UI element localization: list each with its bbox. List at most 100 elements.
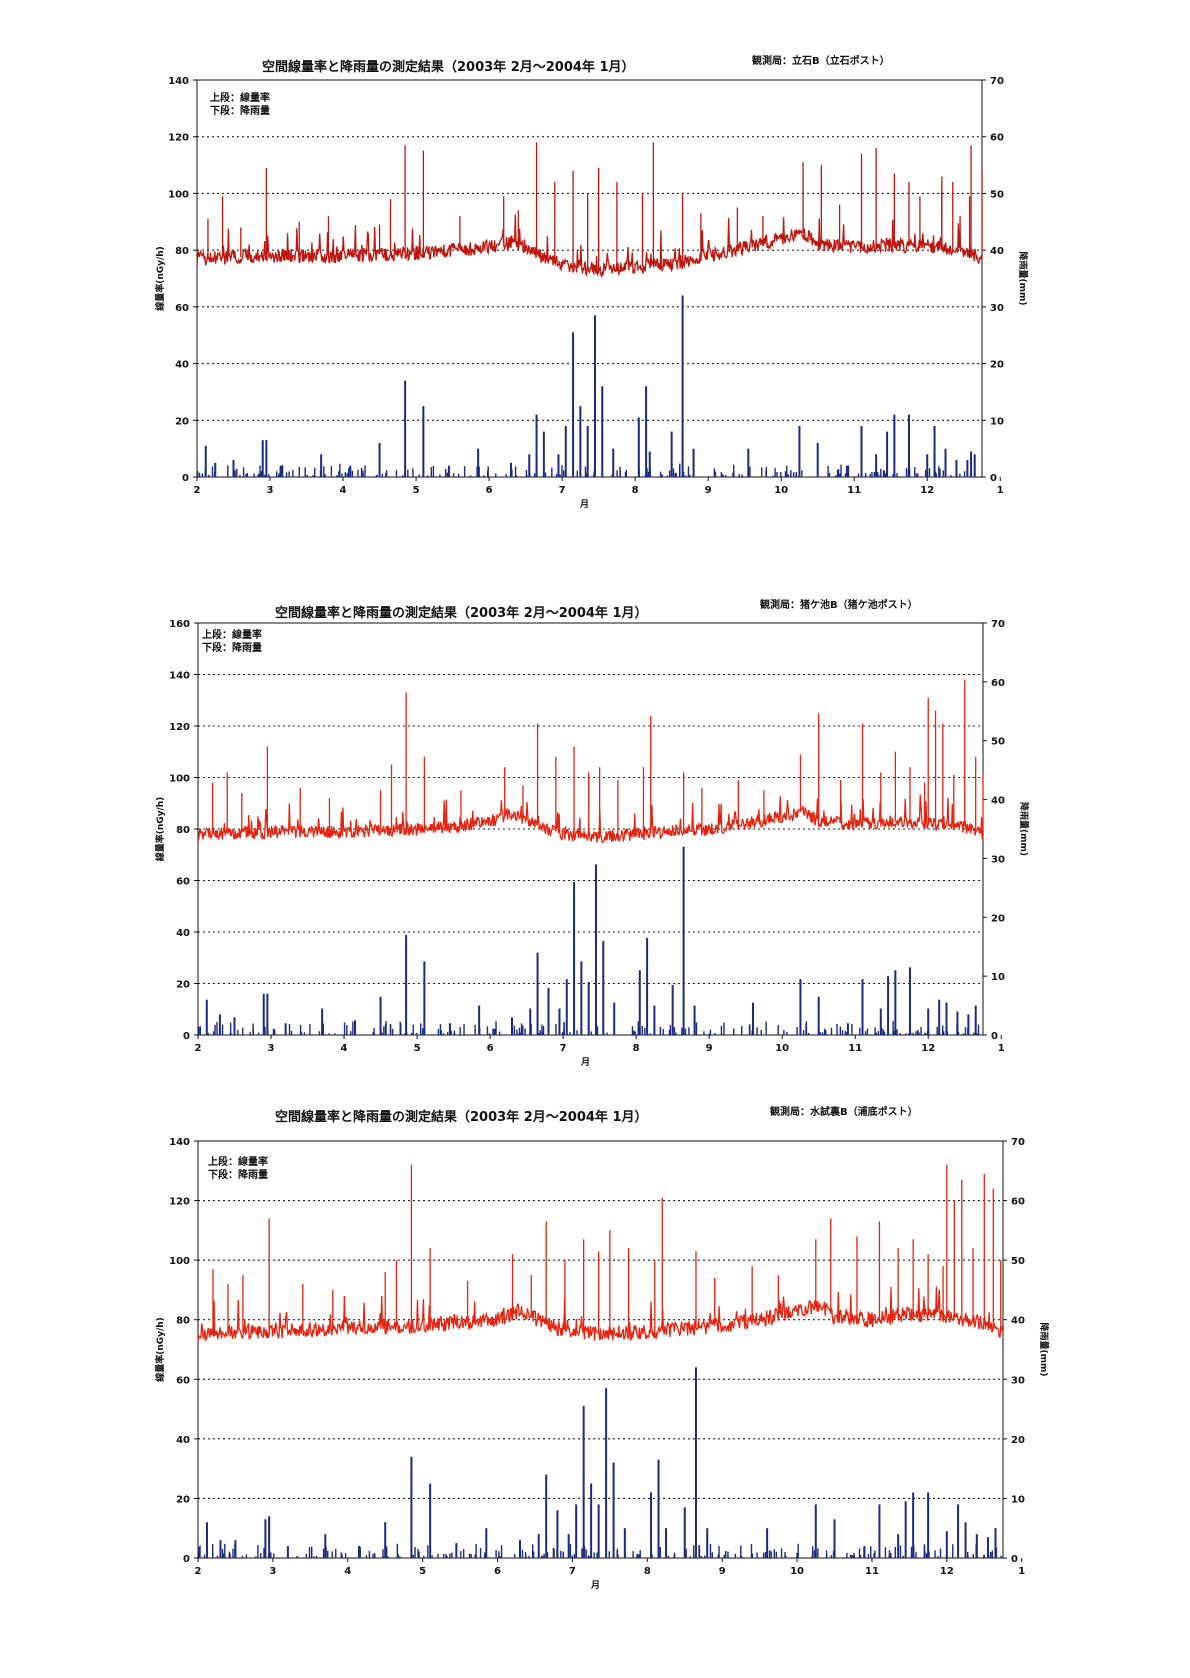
y-right-axis-label: 降雨量(mm) xyxy=(1018,802,1030,856)
x-tick-label: 8 xyxy=(633,1043,640,1054)
x-tick-label: 7 xyxy=(559,485,566,496)
y-left-tick-label: 100 xyxy=(169,774,190,785)
x-tick-label: 9 xyxy=(706,1043,713,1054)
x-tick-label: 6 xyxy=(494,1566,501,1577)
y-right-tick-label: 50 xyxy=(990,189,1004,200)
x-tick-label: 4 xyxy=(341,1043,348,1054)
y-left-tick-label: 140 xyxy=(168,76,189,87)
y-right-tick-label: 50 xyxy=(1011,1256,1025,1267)
y-left-tick-label: 60 xyxy=(176,877,190,888)
y-left-tick-label: 80 xyxy=(175,246,189,257)
x-tick-label: 11 xyxy=(865,1566,879,1577)
y-left-tick-label: 0 xyxy=(183,1031,190,1042)
dose-rate-line xyxy=(197,794,984,844)
y-left-tick-label: 60 xyxy=(176,1375,190,1386)
legend-lower: 下段：降雨量 xyxy=(210,106,270,117)
x-tick-label: 11 xyxy=(847,485,861,496)
x-tick-label: 4 xyxy=(340,485,347,496)
y-left-tick-label: 120 xyxy=(169,722,190,733)
x-tick-label: 11 xyxy=(848,1043,862,1054)
x-axis-label: 月 xyxy=(579,499,589,510)
legend-upper: 上段：線量率 xyxy=(210,93,270,104)
y-right-tick-label: 0 xyxy=(991,1031,998,1042)
x-tick-label: 3 xyxy=(268,1043,275,1054)
x-tick-label: 8 xyxy=(632,485,639,496)
x-tick-label: 5 xyxy=(419,1566,426,1577)
y-right-tick-label: 10 xyxy=(990,416,1004,427)
legend-lower: 下段：降雨量 xyxy=(208,1170,268,1181)
x-tick-label: 1 xyxy=(1018,1566,1025,1577)
x-tick-label: 5 xyxy=(414,1043,421,1054)
legend: 上段：線量率 下段：降雨量 xyxy=(208,1156,268,1182)
station-label: 観測局：猪ケ池B（猪ケ池ポスト） xyxy=(760,600,918,611)
x-tick-label: 12 xyxy=(940,1566,954,1577)
x-tick-label: 7 xyxy=(569,1566,576,1577)
x-tick-label: 12 xyxy=(921,1043,935,1054)
x-tick-label: 3 xyxy=(267,485,274,496)
y-right-tick-label: 20 xyxy=(1011,1435,1025,1446)
x-axis-label: 月 xyxy=(580,1057,590,1068)
x-axis-label: 月 xyxy=(590,1580,600,1591)
x-tick-label: 10 xyxy=(790,1566,804,1577)
x-tick-label: 2 xyxy=(195,1043,202,1054)
y-left-tick-label: 0 xyxy=(182,473,189,484)
chart-svg: 0 20 40 60 80 100 120 140 160 0 10 20 30 40 50 60 70 2 3 4 5… xyxy=(154,619,1030,1068)
y-left-tick-label: 160 xyxy=(169,619,190,630)
y-right-tick-label: 10 xyxy=(991,972,1005,983)
plot-frame xyxy=(197,1140,1004,1559)
y-left-tick-label: 40 xyxy=(176,1435,190,1446)
y-left-tick-label: 140 xyxy=(169,671,190,682)
y-right-tick-label: 0 xyxy=(1011,1554,1018,1565)
legend-upper: 上段：線量率 xyxy=(202,630,262,641)
x-tick-label: 2 xyxy=(194,485,201,496)
y-left-axis-label: 線量率(nGy/h) xyxy=(154,246,166,311)
y-left-tick-label: 80 xyxy=(176,1316,190,1327)
legend: 上段：線量率 下段：降雨量 xyxy=(210,92,270,118)
y-left-tick-label: 40 xyxy=(175,360,189,371)
x-tick-label: 6 xyxy=(487,1043,494,1054)
y-right-tick-label: 30 xyxy=(990,303,1004,314)
y-right-tick-label: 70 xyxy=(991,619,1005,630)
y-right-tick-label: 40 xyxy=(1011,1316,1025,1327)
x-tick-label: 1 xyxy=(997,485,1004,496)
plot-frame xyxy=(196,79,983,478)
y-right-axis-label: 降雨量(mm) xyxy=(1017,252,1029,306)
x-tick-label: 4 xyxy=(344,1566,351,1577)
chart-svg: 0 20 40 60 80 100 120 140 0 10 20 30 40 50 60 70 2 3 4 5 6 7 8… xyxy=(154,76,1029,510)
y-left-tick-label: 100 xyxy=(169,1256,190,1267)
x-tick-label: 3 xyxy=(269,1566,276,1577)
y-left-tick-label: 0 xyxy=(183,1554,190,1565)
x-tick-label: 2 xyxy=(195,1566,202,1577)
y-left-tick-label: 20 xyxy=(176,980,190,991)
x-tick-label: 8 xyxy=(644,1566,651,1577)
y-left-tick-label: 20 xyxy=(175,416,189,427)
chart-panel-2: 空間線量率と降雨量の測定結果（2003年 2月～2004年 1月） 観測局：猪ケ… xyxy=(154,600,1030,1068)
y-right-axis-label: 降雨量(mm) xyxy=(1038,1323,1050,1377)
y-left-tick-label: 100 xyxy=(168,189,189,200)
x-tick-label: 5 xyxy=(413,485,420,496)
y-right-tick-label: 30 xyxy=(991,854,1005,865)
y-right-tick-label: 50 xyxy=(991,737,1005,748)
y-left-tick-label: 80 xyxy=(176,825,190,836)
y-right-tick-label: 70 xyxy=(1011,1137,1025,1148)
legend-upper: 上段：線量率 xyxy=(208,1157,268,1168)
x-tick-label: 10 xyxy=(774,485,788,496)
y-left-tick-label: 120 xyxy=(169,1197,190,1208)
y-right-tick-label: 30 xyxy=(1011,1375,1025,1386)
x-tick-label: 10 xyxy=(775,1043,789,1054)
y-right-tick-label: 70 xyxy=(990,76,1004,87)
x-tick-label: 9 xyxy=(705,485,712,496)
y-left-tick-label: 20 xyxy=(176,1494,190,1505)
y-left-axis-label: 線量率(nGy/h) xyxy=(154,1317,166,1382)
legend: 上段：線量率 下段：降雨量 xyxy=(202,629,262,655)
x-tick-label: 12 xyxy=(920,485,934,496)
x-tick-label: 7 xyxy=(560,1043,567,1054)
y-right-tick-label: 40 xyxy=(991,796,1005,807)
y-left-axis-label: 線量率(nGy/h) xyxy=(154,797,166,862)
x-tick-label: 9 xyxy=(719,1566,726,1577)
chart-title: 空間線量率と降雨量の測定結果（2003年 2月～2004年 1月） xyxy=(275,1110,648,1125)
y-right-tick-label: 60 xyxy=(1011,1197,1025,1208)
y-left-tick-label: 120 xyxy=(168,133,189,144)
